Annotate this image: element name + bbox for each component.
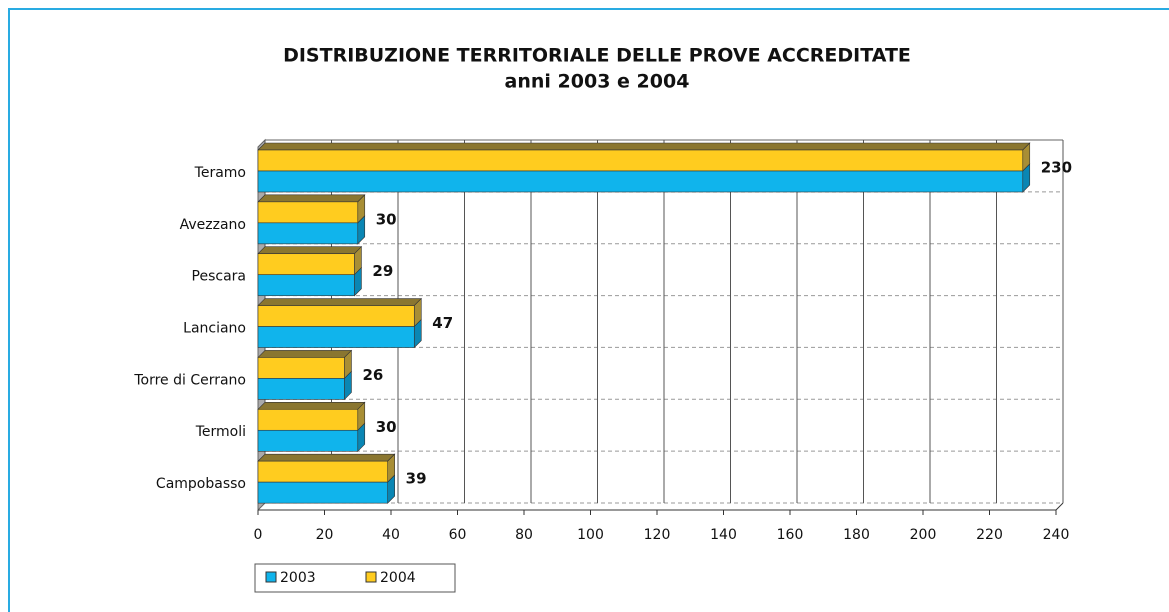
- bar-face: [257, 408, 359, 431]
- floor-right: [1055, 502, 1064, 511]
- bar: [257, 422, 366, 453]
- bar-face: [257, 481, 388, 504]
- bar-face: [257, 350, 353, 358]
- x-tick-label: 140: [710, 527, 737, 543]
- bar-face: [257, 298, 422, 306]
- bar: [257, 245, 363, 276]
- bar: [257, 474, 395, 504]
- value-label: 39: [406, 470, 427, 488]
- x-tick-label: 60: [449, 527, 467, 543]
- bar-face: [257, 326, 415, 348]
- bar: [257, 194, 366, 224]
- bar-face: [257, 170, 1024, 193]
- bar: [257, 453, 396, 483]
- bar: [257, 266, 362, 297]
- bar-face: [257, 142, 1031, 151]
- bar: [257, 370, 352, 401]
- bar-face: [257, 429, 359, 452]
- bar: [257, 318, 422, 349]
- bar-face: [257, 194, 366, 203]
- legend-box: [254, 563, 456, 593]
- legend-swatch: [265, 571, 277, 583]
- bar-face: [257, 305, 415, 327]
- x-tick-label: 220: [976, 527, 1003, 543]
- y-tick-label: Torre di Cerrano: [133, 372, 246, 388]
- value-label: 230: [1041, 159, 1072, 177]
- bar-face: [257, 401, 366, 410]
- bar-face: [257, 453, 396, 462]
- value-label: 30: [376, 210, 397, 228]
- value-label: 47: [432, 314, 453, 332]
- value-label: 26: [362, 366, 383, 384]
- chart-title: DISTRIBUZIONE TERRITORIALE DELLE PROVE A…: [283, 45, 911, 67]
- y-tick-label: Pescara: [192, 269, 246, 285]
- chart-subtitle: anni 2003 e 2004: [505, 71, 690, 93]
- y-tick-label: Teramo: [194, 165, 246, 181]
- x-tick-label: 240: [1043, 527, 1070, 543]
- x-tick-label: 120: [644, 527, 671, 543]
- bar-face: [257, 246, 363, 255]
- bar-face: [257, 274, 355, 297]
- bar: [257, 349, 353, 380]
- x-tick-label: 80: [515, 527, 533, 543]
- bar-face: [257, 357, 345, 379]
- y-tick-label: Avezzano: [180, 217, 246, 233]
- bar-face: [257, 201, 359, 224]
- bar: [257, 142, 1031, 172]
- value-label: 29: [372, 262, 393, 280]
- legend-swatch: [365, 571, 377, 583]
- legend-label: 2004: [380, 570, 416, 586]
- bar-face: [257, 253, 355, 276]
- x-tick-label: 40: [382, 527, 400, 543]
- y-tick-label: Campobasso: [156, 476, 246, 492]
- bar: [257, 401, 366, 432]
- x-tick-label: 0: [254, 527, 263, 543]
- x-tick-label: 100: [577, 527, 604, 543]
- value-label: 30: [376, 418, 397, 436]
- x-tick-label: 200: [910, 527, 937, 543]
- y-tick-label: Lanciano: [183, 321, 246, 337]
- bar-face: [257, 460, 388, 483]
- frame: [8, 8, 1169, 612]
- bar: [257, 297, 422, 328]
- x-tick-label: 160: [777, 527, 804, 543]
- legend-label: 2003: [280, 570, 316, 586]
- bar: [257, 215, 366, 245]
- y-tick-label: Termoli: [195, 424, 246, 440]
- bar-face: [257, 149, 1024, 172]
- bar-face: [257, 222, 359, 245]
- x-tick-label: 20: [316, 527, 334, 543]
- x-tick-label: 180: [843, 527, 870, 543]
- bar-face: [257, 378, 345, 400]
- bar: [257, 163, 1031, 193]
